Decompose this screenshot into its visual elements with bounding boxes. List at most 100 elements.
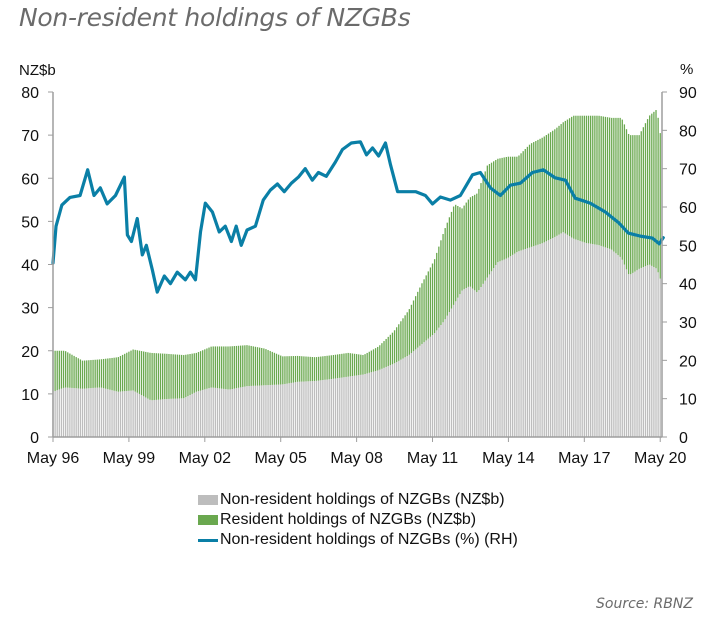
bar-non-resident — [644, 266, 647, 437]
bar-resident — [345, 353, 347, 377]
bar-non-resident — [271, 384, 273, 437]
bar-non-resident — [564, 233, 566, 437]
left-tick-label: 70 — [21, 128, 39, 145]
bar-non-resident — [383, 367, 385, 437]
bar-resident — [341, 353, 343, 378]
bar-non-resident — [343, 377, 345, 437]
bar-resident — [659, 133, 661, 279]
bar-non-resident — [625, 269, 628, 437]
bar-non-resident — [419, 345, 421, 437]
bar-resident — [208, 347, 210, 389]
bar-non-resident — [511, 254, 514, 437]
right-tick-label: 30 — [679, 315, 697, 332]
bar-resident — [530, 143, 533, 247]
bar-resident — [410, 304, 413, 353]
bar-resident — [387, 336, 389, 367]
bar-non-resident — [585, 242, 588, 437]
bar-resident — [571, 116, 573, 238]
bar-resident — [81, 360, 84, 389]
bar-non-resident — [69, 387, 71, 437]
bar-non-resident — [155, 399, 157, 437]
bar-resident — [71, 354, 73, 388]
bar-non-resident — [530, 246, 533, 437]
right-tick-label: 20 — [679, 353, 697, 370]
bar-resident — [180, 354, 183, 399]
bar-resident — [501, 157, 503, 261]
bar-resident — [651, 113, 653, 266]
bar-non-resident — [488, 274, 491, 437]
bar-non-resident — [195, 391, 198, 437]
bar-non-resident — [320, 380, 322, 437]
bar-non-resident — [360, 374, 362, 437]
bar-resident — [490, 162, 493, 272]
bar-resident — [166, 353, 168, 400]
bar-non-resident — [389, 365, 391, 437]
bar-non-resident — [366, 373, 368, 437]
bar-resident — [474, 194, 476, 291]
bar-non-resident — [240, 387, 242, 437]
bar-resident — [191, 353, 193, 394]
bar-resident — [581, 115, 583, 242]
bar-non-resident — [465, 288, 467, 437]
bar-resident — [339, 354, 341, 378]
bar-resident — [476, 193, 478, 293]
bar-non-resident — [476, 292, 478, 437]
bar-resident — [305, 356, 307, 382]
bar-resident — [360, 354, 362, 375]
bar-non-resident — [324, 379, 326, 437]
bar-resident — [248, 345, 250, 387]
bar-non-resident — [440, 324, 442, 437]
bar-resident — [107, 358, 109, 390]
bar-resident — [155, 353, 157, 400]
bar-non-resident — [345, 376, 347, 437]
bar-resident — [204, 349, 206, 390]
bar-resident — [246, 345, 248, 387]
bar-resident — [60, 350, 63, 389]
right-tick-label: 50 — [679, 238, 697, 255]
bar-resident — [594, 115, 596, 245]
bar-non-resident — [541, 243, 543, 437]
bar-resident — [218, 346, 221, 389]
bar-non-resident — [258, 385, 261, 437]
bar-resident — [545, 135, 548, 242]
x-tick-label: May 99 — [103, 450, 156, 467]
bar-non-resident — [83, 388, 86, 437]
bar-resident — [615, 117, 617, 254]
bar-resident — [379, 345, 381, 370]
bar-non-resident — [415, 349, 417, 437]
bar-resident — [655, 110, 657, 269]
bar-resident — [343, 353, 345, 378]
bar-resident — [608, 117, 611, 249]
bar-resident — [427, 271, 429, 339]
bar-non-resident — [655, 268, 657, 437]
bar-resident — [347, 352, 349, 377]
bar-non-resident — [636, 270, 638, 437]
bar-non-resident — [121, 391, 124, 437]
bar-non-resident — [71, 387, 73, 437]
bar-resident — [419, 287, 421, 346]
bar-non-resident — [296, 381, 299, 437]
bar-resident — [575, 115, 577, 240]
bar-non-resident — [493, 268, 495, 437]
bar-non-resident — [56, 390, 58, 437]
bar-non-resident — [210, 387, 212, 437]
bar-non-resident — [621, 259, 623, 437]
bar-resident — [381, 343, 383, 369]
bar-resident — [240, 345, 242, 388]
bar-non-resident — [577, 240, 579, 437]
bar-resident — [459, 207, 461, 295]
bar-non-resident — [113, 390, 115, 437]
bar-non-resident — [649, 264, 651, 437]
bar-non-resident — [446, 315, 448, 437]
bar-non-resident — [292, 382, 295, 437]
bar-resident — [318, 356, 320, 381]
bar-non-resident — [526, 248, 529, 437]
bar-non-resident — [657, 272, 659, 437]
bar-non-resident — [351, 376, 354, 437]
bar-resident — [231, 346, 233, 390]
bar-non-resident — [172, 398, 174, 437]
bar-resident — [83, 360, 86, 389]
bar-non-resident — [117, 391, 120, 437]
bar-resident — [423, 279, 425, 343]
bar-non-resident — [433, 333, 436, 437]
